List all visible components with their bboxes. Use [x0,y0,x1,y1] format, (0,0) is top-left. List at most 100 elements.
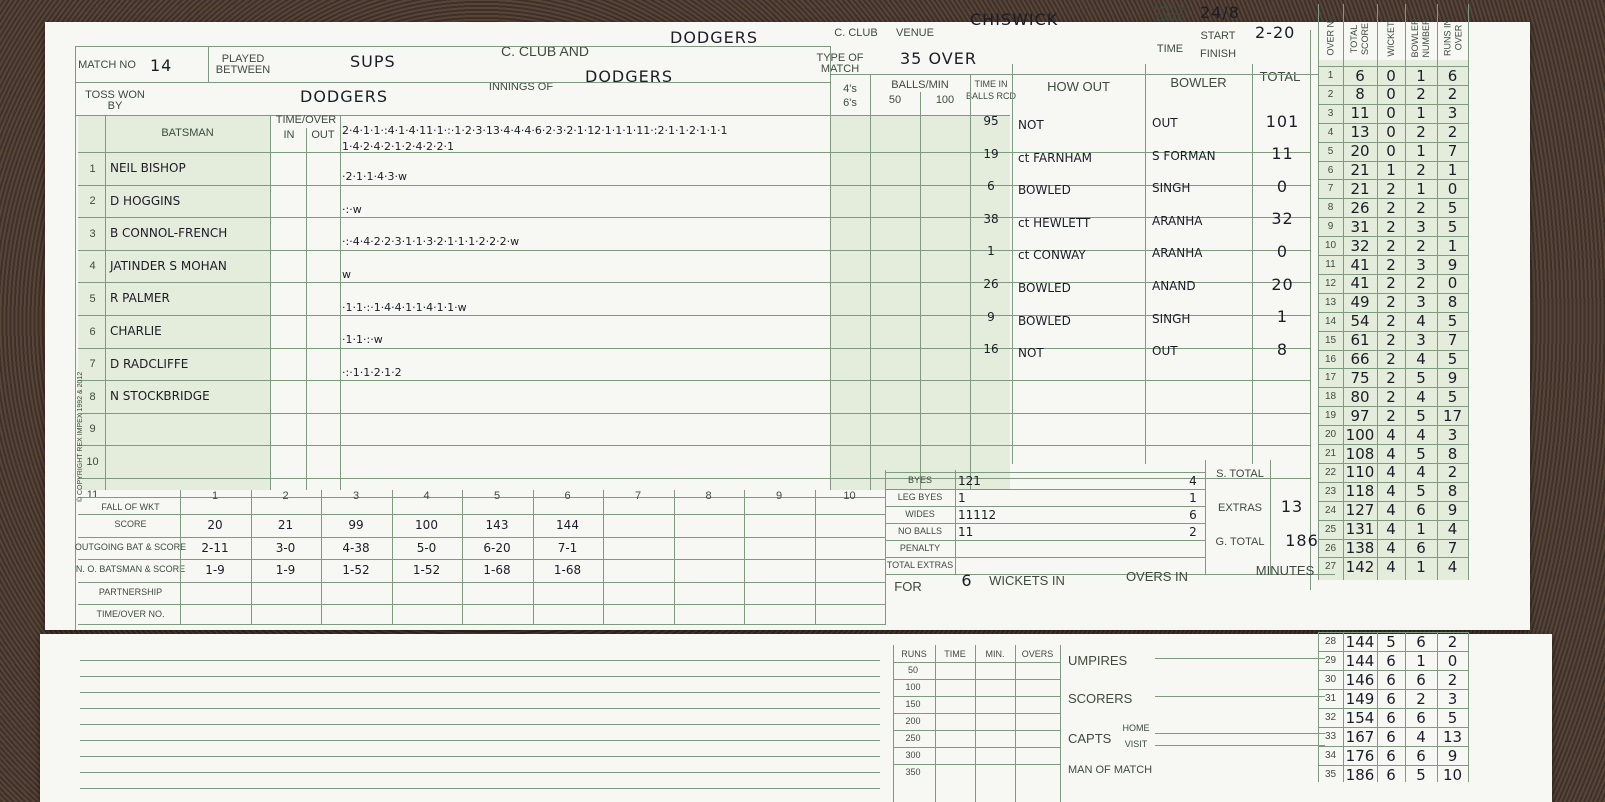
over-entry: 4 [1386,557,1396,576]
rule [885,470,886,625]
rule [80,692,880,693]
rule [78,537,885,538]
rule [250,490,252,624]
row-number: 9 [89,423,96,436]
over-number: 29 [1324,655,1337,666]
over-entry: 6 [1386,651,1396,670]
extras-marks: 11 [958,524,974,539]
value: 2-20 [1255,22,1296,42]
over-entry: 144 [1345,651,1375,670]
over-entry: 41 [1350,274,1370,293]
runs: 20 [1271,274,1294,294]
fow-label: SCORE [114,518,147,529]
rule [1318,311,1468,313]
extras-marks: 121 [958,473,981,488]
over-column-header: WICKETS [1385,15,1396,57]
row-number: 5 [89,292,96,305]
rule [80,660,880,661]
rule [1310,30,1311,590]
over-entry: 31 [1350,217,1370,236]
label: DAY & DATE [1154,1,1186,24]
over-entry: 5 [1447,198,1458,217]
over-entry: 2 [1386,179,1396,198]
over-entry: 4 [1416,387,1426,406]
rule [893,730,1060,731]
rule [1318,103,1468,105]
over-number: 24 [1324,504,1337,516]
over-entry: 7 [1447,142,1458,161]
over-entry: 138 [1345,539,1375,557]
label: FINISH [1199,47,1237,60]
rule [1318,651,1468,652]
row-number: 6 [89,325,96,338]
over-entry: 0 [1386,104,1396,123]
rule [1318,368,1468,370]
rule [340,115,341,490]
label: SCORERS [1068,690,1133,706]
label: OUT [311,128,335,141]
over-entry: 2 [1386,274,1396,293]
over-number: 33 [1324,731,1337,742]
over-entry: 167 [1345,727,1375,746]
over-entry: 6 [1416,632,1426,651]
balls-received: 38 [983,211,999,226]
label: G. TOTAL [1215,535,1265,548]
over-entry: 5 [1416,368,1426,387]
wicket-number: 5 [493,489,501,502]
over-entry: 9 [1447,255,1458,274]
rule [893,645,894,802]
over-number: 7 [1327,183,1334,195]
how-out: NOT [1018,118,1044,132]
rule [1318,406,1468,408]
rule [78,604,885,605]
rule [935,645,936,802]
rule [462,490,463,624]
rule [1155,733,1325,734]
over-entry: 4 [1416,463,1426,482]
batsman-name: CHARLIE [110,324,162,338]
label: HOME [1122,722,1150,733]
over-entry: 41 [1350,255,1370,274]
wicket-number: 2 [282,489,289,502]
rule [1012,64,1013,464]
how-out: ct HEWLETT [1018,215,1091,230]
over-number: 10 [1324,240,1337,252]
wicket-number: 3 [352,489,360,502]
batsman-name: B CONNOL-FRENCH [110,226,228,241]
scoring: ·:·1·1·2·1·2 [342,365,402,379]
how-out: ct CONWAY [1018,248,1086,263]
rule [885,557,1205,558]
how-out: ct FARNHAM [1018,150,1093,165]
runs-column-header: RUNS [901,648,927,659]
label: 4's [843,82,857,95]
rule [1377,4,1378,580]
batsman-name: R PALMER [110,291,170,306]
fow-label: TIME/OVER NO. [96,608,165,619]
label: EXTRAS [1217,501,1262,514]
rule [208,46,209,82]
extras-count: 6 [1189,507,1197,522]
over-entry: 2 [1386,368,1396,387]
how-out: BOWLED [1018,313,1071,328]
rule [603,490,604,624]
over-entry: 1 [1416,179,1426,198]
over-entry: 54 [1350,312,1370,331]
rule [1252,64,1253,464]
over-entry: 2 [1447,123,1458,142]
rule [80,772,880,773]
scoring: ·1·1·:·1·4·4·1·1·4·1·1·w [342,300,467,314]
rule [80,708,880,709]
rule [1405,4,1406,580]
over-entry: 118 [1345,482,1375,501]
over-entry: 9 [1447,746,1458,765]
balls-received: 16 [983,342,999,357]
rule [893,696,1060,697]
rule [1468,632,1469,782]
how-out: BOWLED [1018,281,1071,295]
over-entry: 2 [1416,274,1426,293]
over-entry: 11 [1350,104,1370,123]
label: VENUE [896,26,934,39]
wicket-number: 10 [843,489,856,502]
rule [1318,670,1468,671]
extras-label: NO BALLS [897,526,943,536]
